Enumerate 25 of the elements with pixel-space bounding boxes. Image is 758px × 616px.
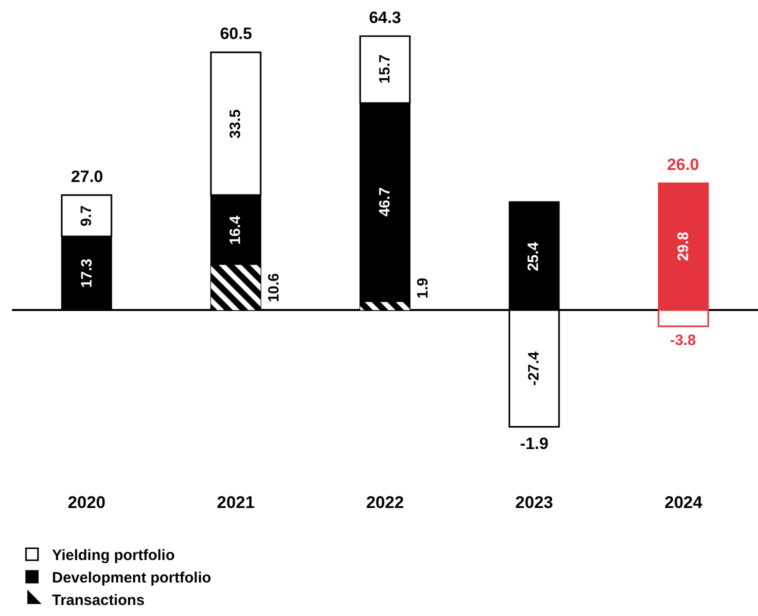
total-label: 64.3 <box>369 9 402 27</box>
data-label: 33.5 <box>227 109 244 138</box>
x-tick-label: 2020 <box>68 493 106 512</box>
total-label: 27.0 <box>71 168 104 186</box>
x-tick-label: 2024 <box>664 493 703 512</box>
data-label: 15.7 <box>376 54 394 84</box>
data-label: -3.8 <box>670 332 696 349</box>
data-label: 9.7 <box>78 205 95 226</box>
data-label: 25.4 <box>525 241 542 272</box>
data-label: 16.4 <box>226 214 244 245</box>
data-label: 10.6 <box>265 273 282 302</box>
x-tick-label: 2021 <box>216 493 255 512</box>
legend-label: Development portfolio <box>52 570 212 587</box>
x-tick-label: 2022 <box>366 493 404 512</box>
data-label: 46.7 <box>376 187 394 217</box>
x-tick-label: 2023 <box>515 493 554 512</box>
legend-label: Yielding portfolio <box>52 547 175 564</box>
data-label: 1.9 <box>414 278 432 299</box>
data-label: 29.8 <box>674 232 692 262</box>
data-label: 17.3 <box>78 258 96 288</box>
data-label: -27.4 <box>526 350 543 386</box>
legend-label: Transactions <box>52 592 145 610</box>
total-label: -1.9 <box>520 435 548 453</box>
total-label: 26.0 <box>667 156 700 174</box>
total-label: 60.5 <box>220 25 252 43</box>
